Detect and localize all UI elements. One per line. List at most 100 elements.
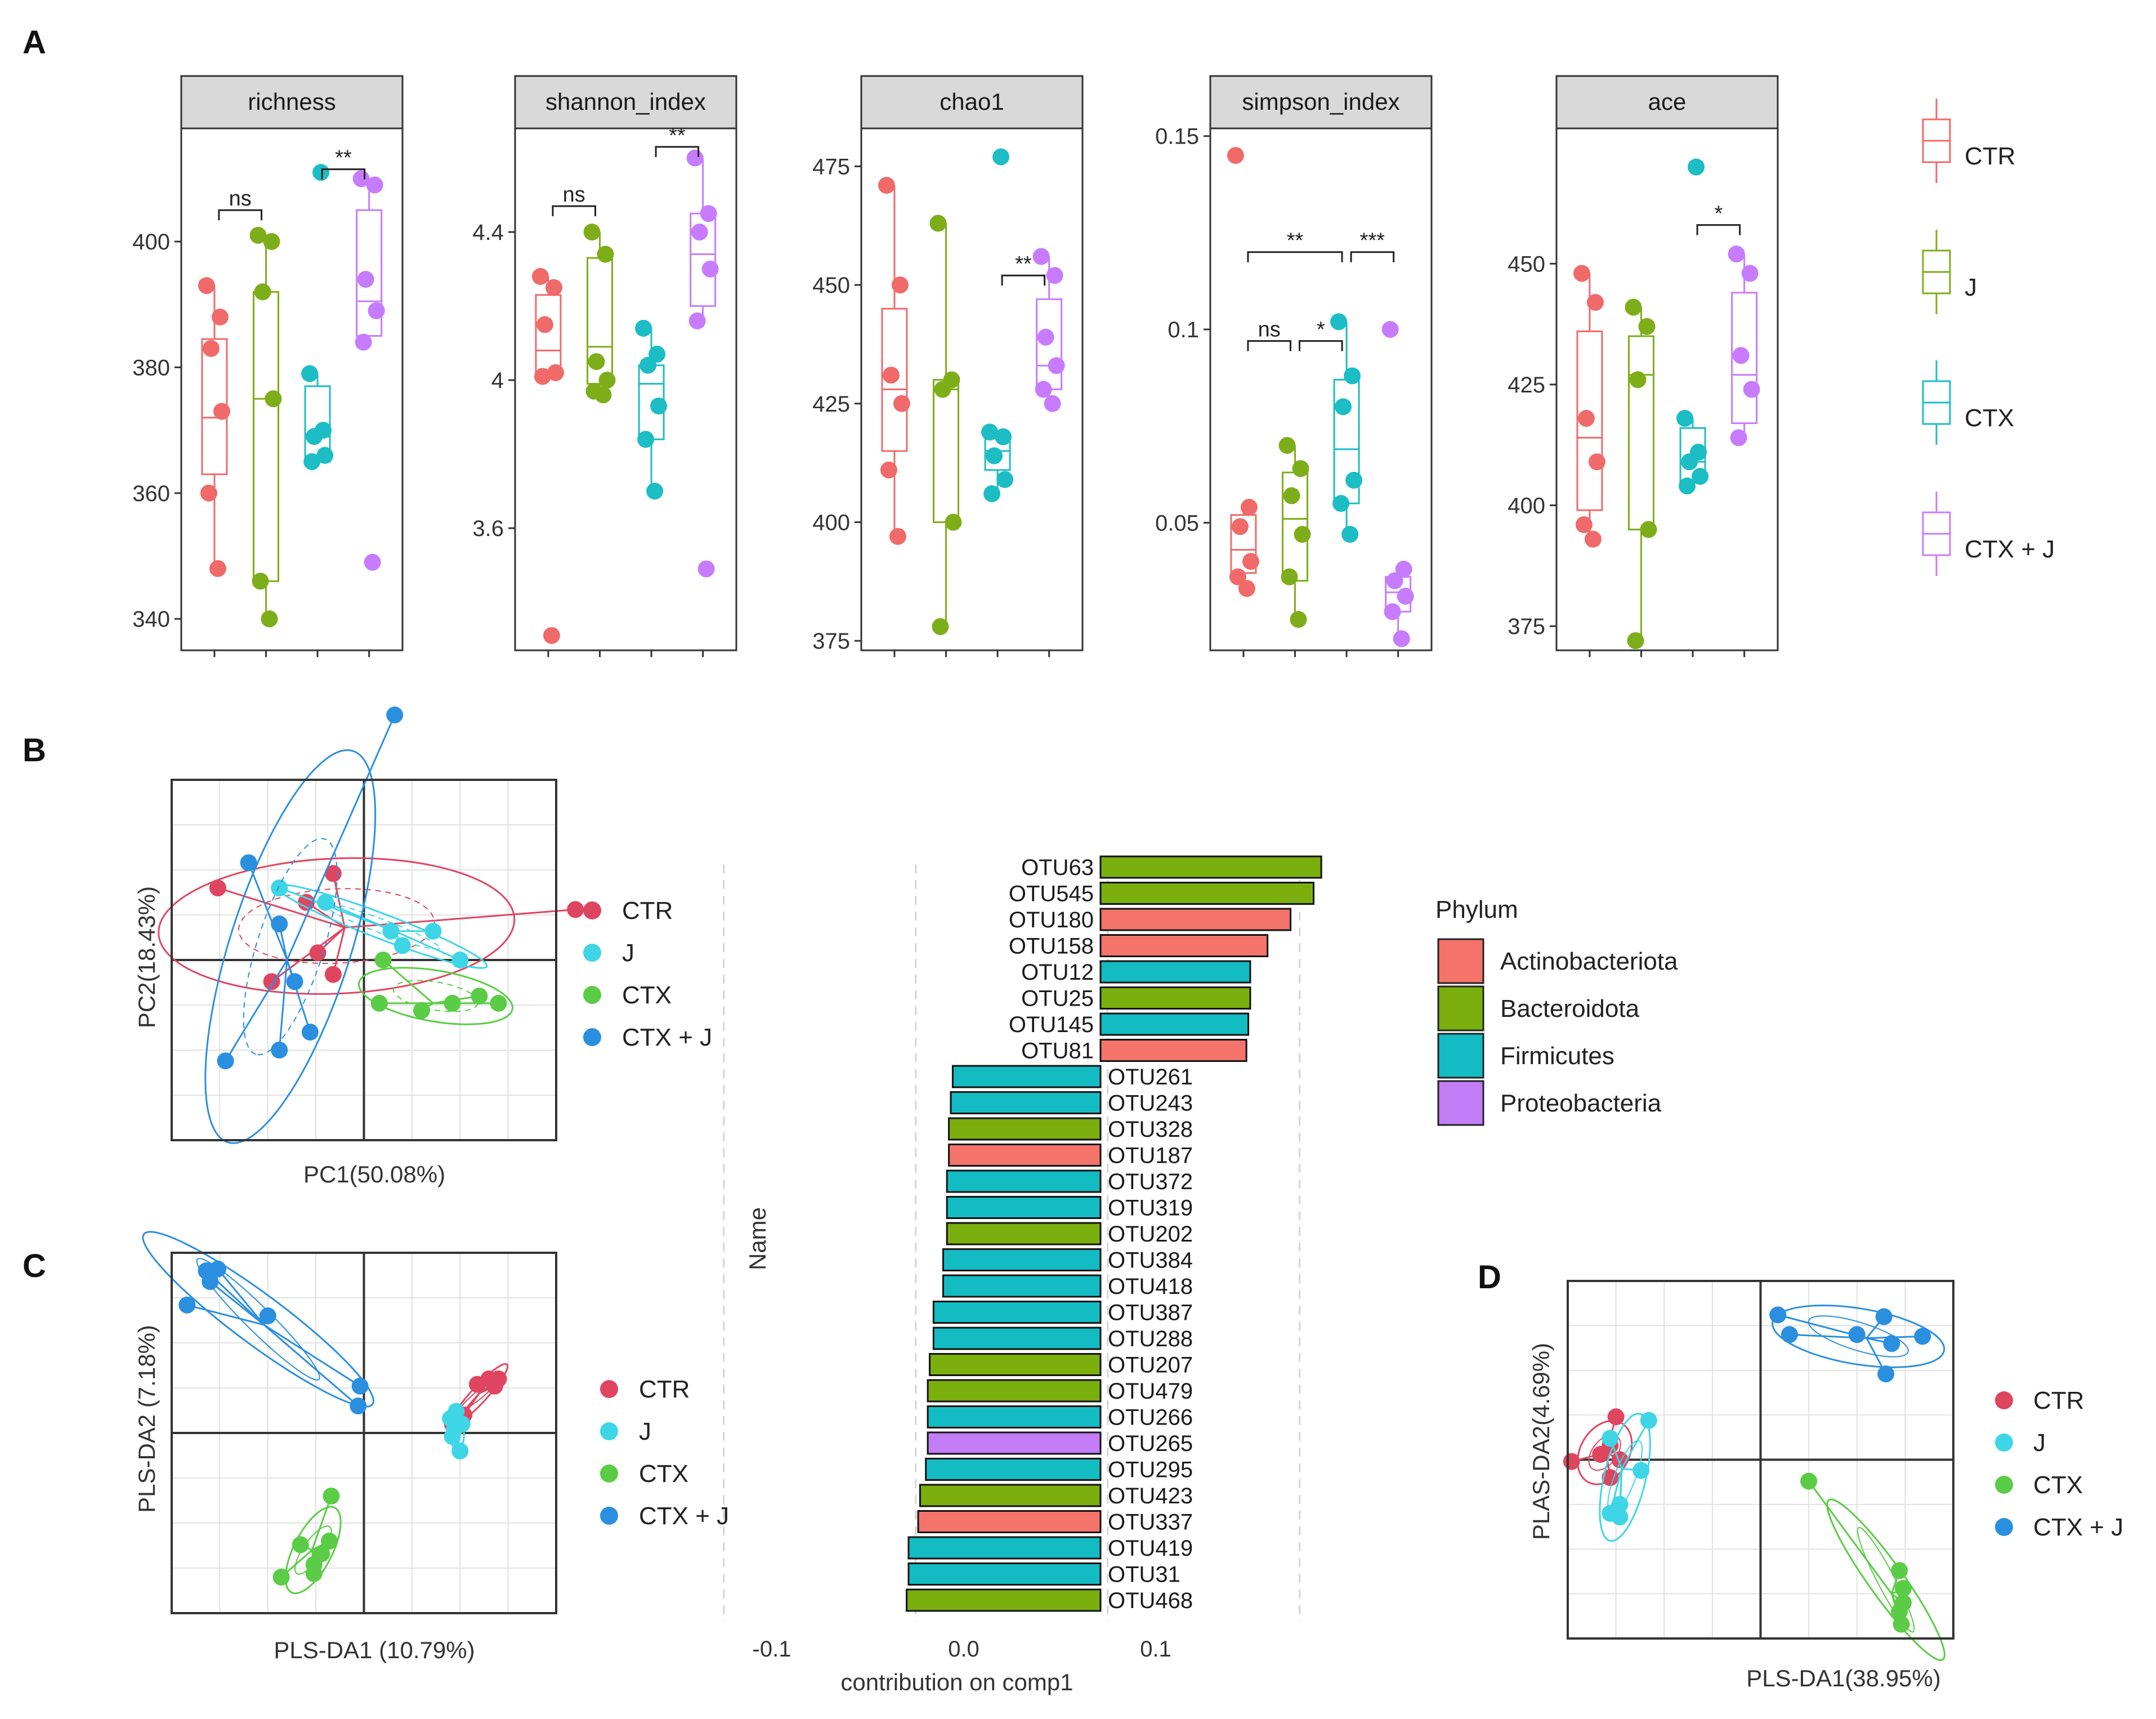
pca-point-ctx bbox=[370, 994, 388, 1012]
point-ace-ctx bbox=[1688, 158, 1705, 176]
plsda-c-point-ctx bbox=[292, 1536, 309, 1553]
strip-richness bbox=[180, 75, 404, 130]
pca-legend-dot-ctr bbox=[583, 901, 601, 919]
significance-label-shannon-index: ** bbox=[669, 124, 686, 148]
point-ace-ctx-j bbox=[1741, 265, 1759, 282]
pca-point-j bbox=[317, 894, 334, 911]
phylum-legend-firmicutes: Firmicutes bbox=[1500, 1042, 1614, 1070]
plsda-c-legend-dot-ctx-j bbox=[600, 1507, 618, 1525]
pca-point-ctx-j bbox=[217, 1052, 234, 1070]
phylum-legend-swatch-firmicutes bbox=[1437, 1033, 1484, 1079]
phylum-legend-actinobacteriota: Actinobacteriota bbox=[1500, 948, 1678, 975]
pca-point-j bbox=[393, 937, 411, 954]
point-ace-ctr bbox=[1573, 265, 1590, 282]
plsda-c-spider-line-ctx-j bbox=[217, 1268, 265, 1325]
significance-label-simpson-index: ** bbox=[1287, 229, 1304, 253]
panel-a-boxplots: richness340360380400ns**shannon_index3.6… bbox=[132, 75, 1951, 657]
legend-c-label-ctr: CTR bbox=[639, 1376, 690, 1403]
point-ace-j bbox=[1627, 632, 1644, 649]
strip-label-shannon-index: shannon_index bbox=[545, 88, 706, 115]
point-richness-ctr bbox=[211, 309, 229, 326]
point-chao1-ctx-j bbox=[1037, 328, 1054, 346]
legend-c-label-ctx-j: CTX + J bbox=[639, 1502, 729, 1530]
legend-c-label-j: J bbox=[639, 1418, 651, 1445]
bar-x-axis-label: contribution on comp1 bbox=[840, 1669, 1073, 1695]
point-ace-ctx bbox=[1676, 410, 1694, 427]
pca-point-ctx bbox=[490, 994, 507, 1012]
strip-ace bbox=[1555, 75, 1779, 130]
otu-contribution-bar-chart: OTU63OTU545OTU180OTU158OTU12OTU25OTU145O… bbox=[723, 855, 1322, 1662]
legend-b-label-ctx-j: CTX + J bbox=[622, 1024, 712, 1051]
point-richness-j bbox=[254, 283, 271, 301]
point-shannon-index-ctx-j bbox=[701, 260, 719, 278]
significance-label-richness: ** bbox=[335, 146, 352, 170]
point-chao1-ctx bbox=[986, 447, 1003, 465]
legend-d-label-j: J bbox=[2033, 1429, 2046, 1457]
panel-label-d: D bbox=[1478, 1259, 1501, 1296]
significance-bracket-chao1 bbox=[1001, 274, 1046, 286]
significance-bracket-simpson-index bbox=[1299, 340, 1343, 351]
bar-label-otu265: OTU265 bbox=[1108, 1431, 1193, 1456]
point-richness-ctr bbox=[202, 340, 220, 357]
point-chao1-ctx bbox=[996, 471, 1014, 488]
bar-label-otu545: OTU545 bbox=[1009, 882, 1094, 907]
bar-otu261 bbox=[951, 1065, 1102, 1088]
point-shannon-index-j bbox=[588, 353, 605, 370]
point-ace-ctx bbox=[1681, 453, 1698, 471]
point-ace-ctr bbox=[1586, 294, 1604, 311]
significance-bracket-simpson-index bbox=[1247, 340, 1292, 351]
pca-spider-line-ctx-j bbox=[248, 862, 288, 961]
strip-label-simpson-index: simpson_index bbox=[1242, 88, 1399, 115]
plsda-d-point-ctx-j bbox=[1883, 1335, 1900, 1352]
point-shannon-index-ctx-j bbox=[697, 560, 715, 578]
plsda-c-point-j bbox=[451, 1443, 469, 1459]
plsda-c-point-ctx-j bbox=[259, 1307, 276, 1324]
bar-label-otu337: OTU337 bbox=[1108, 1510, 1193, 1535]
ytick-label-richness: 340 bbox=[132, 607, 170, 632]
point-richness-ctx-j bbox=[357, 271, 374, 288]
bar-otu266 bbox=[927, 1405, 1102, 1428]
plsda-d-point-ctr bbox=[1602, 1469, 1619, 1486]
point-ace-ctx-j bbox=[1730, 429, 1747, 447]
point-simpson-index-ctx-j bbox=[1397, 587, 1414, 605]
plsda-c-point-ctx bbox=[323, 1488, 340, 1504]
bar-label-otu63: OTU63 bbox=[1021, 855, 1094, 880]
point-shannon-index-ctr bbox=[536, 316, 553, 333]
strip-label-ace: ace bbox=[1648, 88, 1687, 115]
point-shannon-index-ctx-j bbox=[691, 224, 708, 241]
point-chao1-j bbox=[934, 381, 951, 398]
point-richness-j bbox=[261, 610, 278, 628]
bar-label-otu207: OTU207 bbox=[1108, 1353, 1193, 1378]
significance-bracket-simpson-index bbox=[1350, 251, 1395, 262]
point-simpson-index-ctx bbox=[1345, 471, 1363, 489]
pca-spider-line-ctr bbox=[345, 908, 576, 928]
significance-label-simpson-index: * bbox=[1317, 318, 1325, 342]
point-simpson-index-ctr bbox=[1229, 568, 1246, 586]
point-shannon-index-ctr bbox=[534, 368, 551, 385]
bar-label-otu261: OTU261 bbox=[1108, 1065, 1193, 1090]
point-richness-ctx-j bbox=[364, 553, 381, 571]
panel-label-c: C bbox=[23, 1248, 46, 1284]
ytick-label-chao1: 475 bbox=[812, 154, 850, 179]
point-simpson-index-ctx-j bbox=[1395, 560, 1412, 578]
plsda-d-ellipse-j bbox=[1599, 1413, 1651, 1542]
plsda-d-plot-frame bbox=[1567, 1280, 1954, 1640]
point-shannon-index-ctr bbox=[531, 267, 549, 285]
strip-simpson-index bbox=[1209, 75, 1433, 130]
pca-point-ctr bbox=[209, 879, 226, 896]
point-shannon-index-ctx bbox=[637, 431, 655, 448]
bar-otu372 bbox=[946, 1169, 1102, 1193]
point-shannon-index-j bbox=[594, 386, 612, 404]
pca-point-ctx-j bbox=[271, 916, 288, 932]
plsda-c-spider-line-ctx bbox=[311, 1495, 332, 1551]
bar-otu180 bbox=[1099, 908, 1292, 931]
legend-b-label-ctx: CTX bbox=[622, 981, 672, 1009]
ytick-label-chao1: 400 bbox=[812, 510, 850, 535]
significance-label-simpson-index: ns bbox=[1258, 318, 1281, 342]
plsda-c-spider-line-ctx-j bbox=[209, 1281, 265, 1326]
ytick-label-shannon-index: 4 bbox=[491, 368, 504, 393]
pca-point-ctr bbox=[324, 966, 342, 983]
point-shannon-index-j bbox=[583, 224, 601, 241]
pca-inner-ellipse-ctx-j bbox=[243, 838, 338, 1056]
bar-label-otu288: OTU288 bbox=[1108, 1327, 1193, 1351]
